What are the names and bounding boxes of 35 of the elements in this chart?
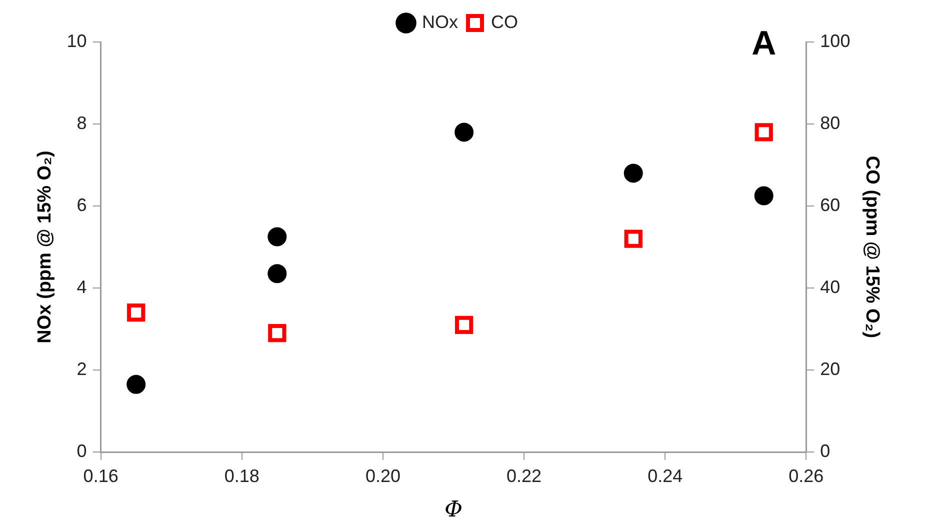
point bbox=[624, 230, 642, 248]
legend-label: NOx bbox=[422, 12, 458, 32]
y-tick-label: 10 bbox=[66, 30, 87, 51]
x-tick-label: 0.22 bbox=[506, 466, 542, 486]
x-axis-title: Φ bbox=[444, 498, 463, 523]
y2-axis-title: CO (ppm @ 15% O₂) bbox=[861, 156, 882, 338]
x-tick-label: 0.18 bbox=[224, 466, 260, 486]
x-tick-label: 0.20 bbox=[365, 466, 400, 486]
y-tick-label: 4 bbox=[76, 276, 87, 297]
point bbox=[126, 374, 146, 394]
y2-tick-label: 60 bbox=[820, 194, 840, 215]
y-axis-title: NOx (ppm @ 15% O₂) bbox=[34, 150, 56, 344]
point bbox=[454, 122, 474, 142]
point bbox=[268, 264, 287, 284]
y2-tick-label: 80 bbox=[820, 112, 840, 133]
y2-tick-label: 40 bbox=[820, 276, 840, 297]
x-tick-label: 0.16 bbox=[83, 466, 118, 486]
point bbox=[754, 123, 773, 142]
point bbox=[754, 186, 774, 206]
point bbox=[127, 304, 146, 322]
x-tick-label: 0.24 bbox=[648, 466, 683, 486]
legend-label: CO bbox=[491, 12, 518, 32]
y-tick-label: 8 bbox=[76, 112, 87, 133]
y-tick-label: 2 bbox=[76, 358, 87, 379]
y2-tick-label: 0 bbox=[820, 440, 830, 461]
y-tick-label: 0 bbox=[76, 440, 87, 461]
point bbox=[268, 227, 287, 246]
point bbox=[268, 324, 286, 342]
point bbox=[455, 316, 474, 334]
y2-tick-label: 20 bbox=[820, 358, 840, 379]
annotation: A bbox=[752, 24, 776, 62]
y-tick-label: 6 bbox=[76, 194, 87, 215]
x-tick-label: 0.26 bbox=[788, 466, 824, 486]
y2-tick-label: 100 bbox=[820, 30, 850, 51]
point bbox=[624, 164, 643, 183]
